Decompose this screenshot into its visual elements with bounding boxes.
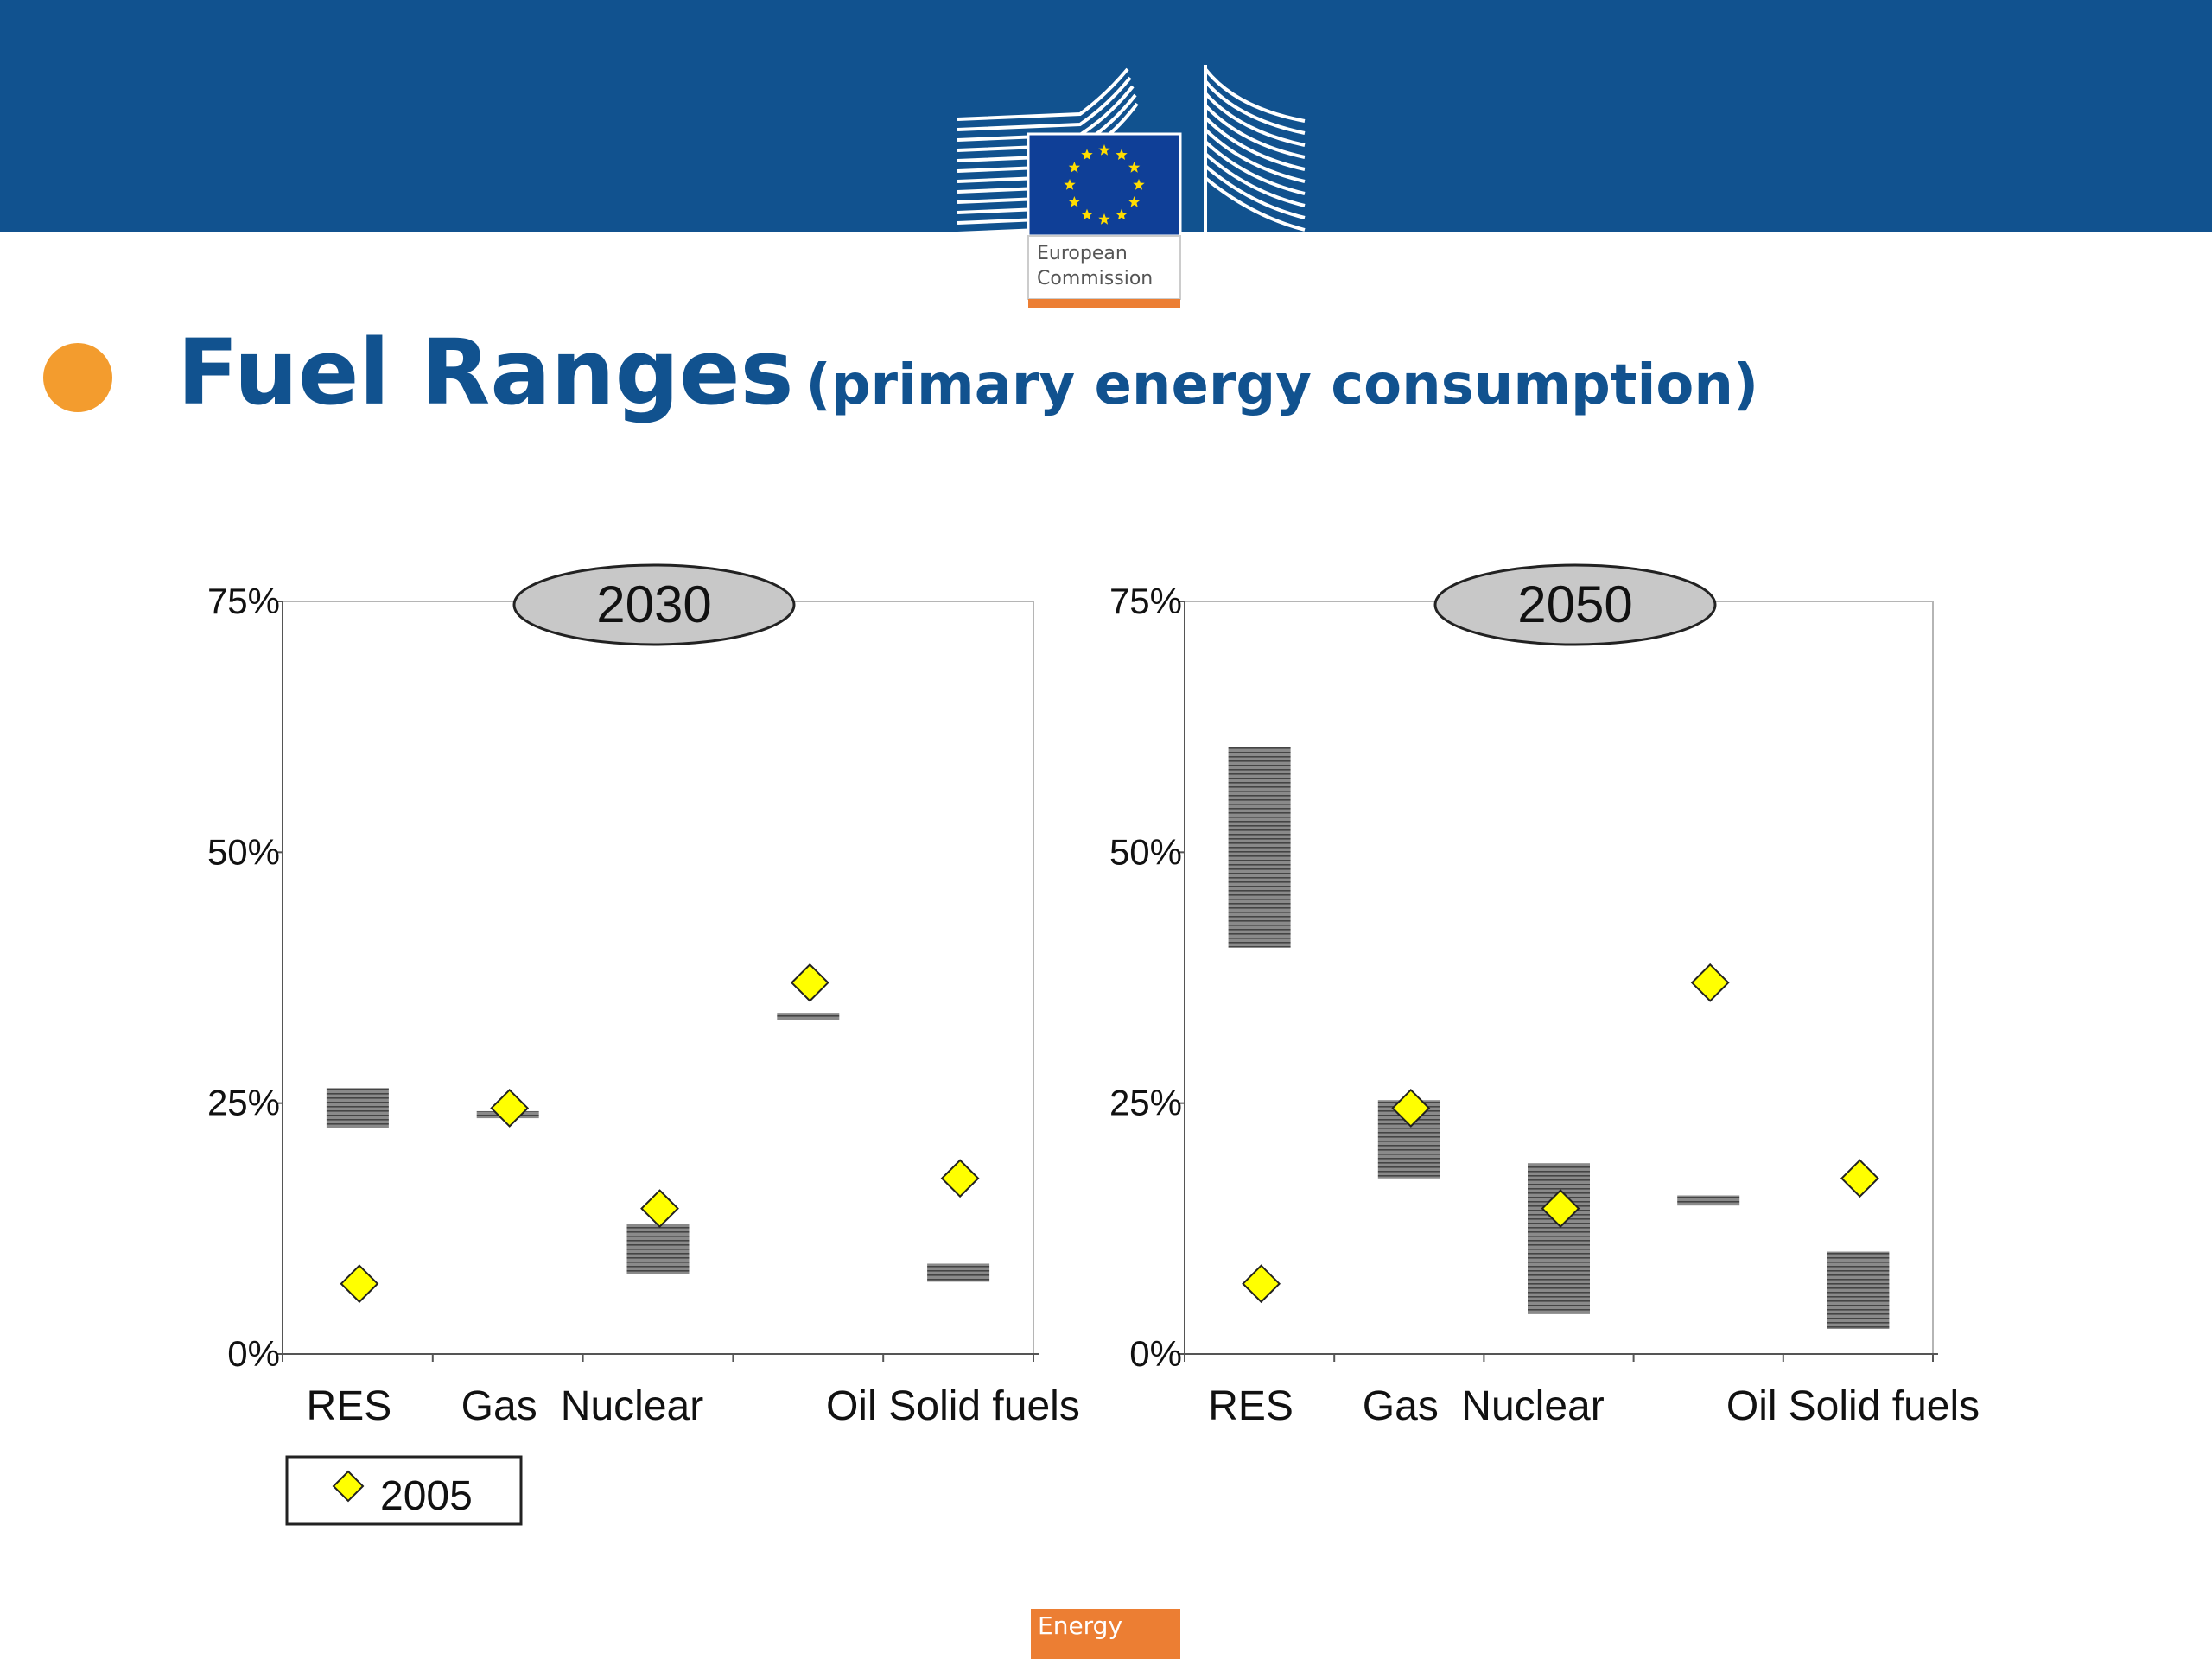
logo-text-line1: European xyxy=(1037,243,1128,264)
european-commission-logo: European Commission xyxy=(950,60,1313,311)
range-bar xyxy=(1677,1195,1740,1206)
eu-star-icon xyxy=(1133,179,1145,190)
range-bar xyxy=(777,1013,840,1020)
eu-star-icon xyxy=(1081,208,1093,220)
eu-star-icon xyxy=(1116,208,1128,220)
chart-title-oval xyxy=(512,563,796,646)
logo-graphic: European Commission xyxy=(957,65,1306,308)
legend-marker-icon xyxy=(332,1470,365,1503)
eu-star-icon xyxy=(1128,162,1141,173)
marker-2005 xyxy=(490,1089,530,1128)
marker-2005 xyxy=(640,1189,679,1229)
slide-title: Fuel Ranges (primary energy consumption) xyxy=(177,320,1758,425)
slide-title-row: Fuel Ranges (primary energy consumption) xyxy=(0,320,2212,449)
eu-star-icon xyxy=(1068,162,1080,173)
chart-title-oval xyxy=(1433,563,1717,646)
eu-star-icon xyxy=(1098,144,1110,156)
eu-star-icon xyxy=(1068,196,1080,207)
marker-2005 xyxy=(1242,1264,1281,1304)
y-tick-label: 25% xyxy=(1109,1083,1182,1123)
y-tick-label: 75% xyxy=(207,581,280,621)
eu-star-icon xyxy=(1064,179,1076,190)
x-tick-label: Solid fuels xyxy=(888,1383,1079,1429)
marker-2005 xyxy=(940,1159,980,1198)
x-tick-label: Oil xyxy=(826,1383,877,1429)
x-tick-label: Nuclear xyxy=(1461,1383,1604,1429)
x-tick-label: Nuclear xyxy=(561,1383,703,1429)
eu-star-icon xyxy=(1128,196,1141,207)
footer-energy-tab: Energy xyxy=(1031,1609,1180,1659)
marker-2005 xyxy=(1690,963,1730,1002)
y-tick-label: 50% xyxy=(1109,831,1182,872)
legend-label: 2005 xyxy=(380,1473,473,1519)
range-bar xyxy=(326,1088,389,1128)
marker-2005 xyxy=(1391,1089,1431,1128)
x-tick-label: RES xyxy=(307,1383,392,1429)
logo-text-line2: Commission xyxy=(1037,268,1153,289)
title-sub: (primary energy consumption) xyxy=(805,353,1759,417)
y-tick-label: 50% xyxy=(207,831,280,872)
y-tick-label: 0% xyxy=(227,1333,280,1374)
range-bar xyxy=(927,1263,990,1282)
eu-star-icon xyxy=(1081,149,1093,160)
x-tick-label: Oil xyxy=(1726,1383,1777,1429)
bullet-icon xyxy=(43,343,112,412)
y-tick-label: 75% xyxy=(1109,581,1182,621)
x-tick-label: Gas xyxy=(461,1383,537,1429)
chart-2050: 0% 25% 50% 75% RES Gas Nuclear Oil Solid fuels 20… xyxy=(1109,563,1980,1429)
legend-box xyxy=(285,1455,523,1526)
marker-2005 xyxy=(1541,1189,1580,1229)
marker-2005 xyxy=(1840,1159,1879,1198)
x-tick-label: Solid fuels xyxy=(1789,1383,1980,1429)
marker-2005 xyxy=(340,1264,379,1304)
eu-star-icon xyxy=(1116,149,1128,160)
range-bar xyxy=(1528,1163,1590,1314)
chart-title: 2030 xyxy=(596,575,711,633)
y-tick-label: 0% xyxy=(1129,1333,1182,1374)
range-bar xyxy=(1827,1251,1890,1329)
chart-title: 2050 xyxy=(1517,575,1632,633)
chart-2030: 0% 25% 50% 75% RES Gas Nuclear Oil Solid fuels 20… xyxy=(207,563,1080,1429)
x-tick-label: RES xyxy=(1208,1383,1294,1429)
eu-star-icon xyxy=(1098,213,1110,225)
chart-legend: 2005 xyxy=(285,1455,523,1526)
range-bar xyxy=(626,1224,690,1274)
range-bar xyxy=(1228,747,1291,948)
y-tick-label: 25% xyxy=(207,1083,280,1123)
title-main: Fuel Ranges xyxy=(177,320,794,425)
x-tick-label: Gas xyxy=(1363,1383,1439,1429)
marker-2005 xyxy=(790,963,830,1002)
